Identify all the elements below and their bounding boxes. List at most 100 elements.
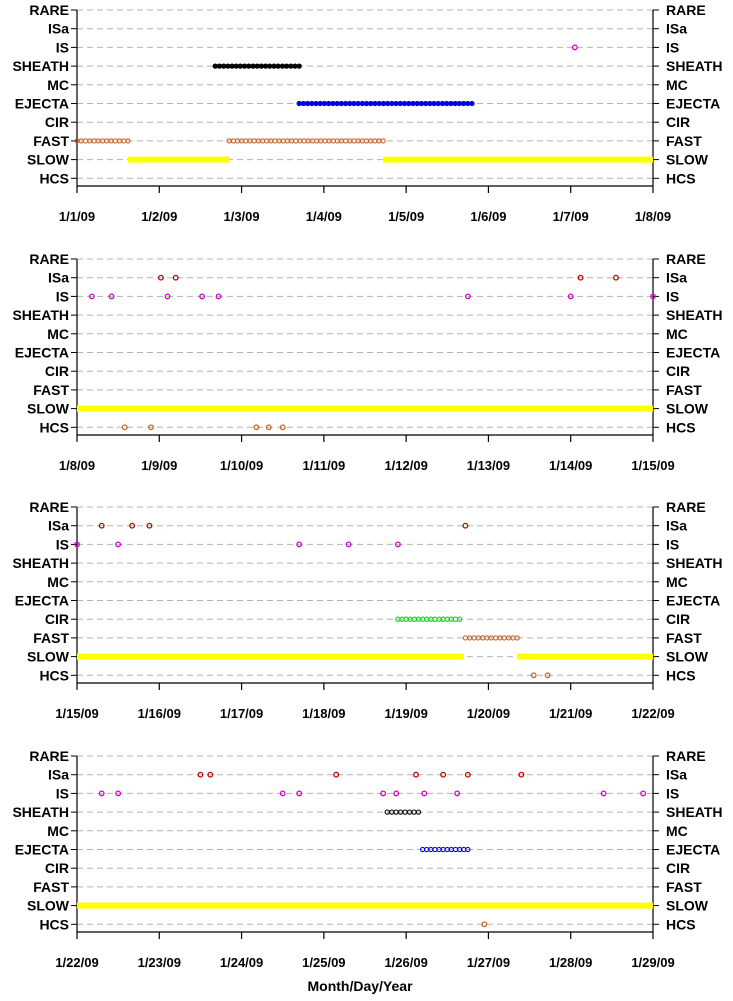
segment-dot xyxy=(220,63,227,69)
point-is xyxy=(421,790,428,797)
category-label-left: HCS xyxy=(39,419,69,435)
segment-dot xyxy=(469,100,475,107)
x-tick-label: 1/3/09 xyxy=(223,209,259,224)
category-label-left: SLOW xyxy=(27,152,70,168)
x-tick-label: 1/16/09 xyxy=(138,706,181,721)
segment-dot xyxy=(444,100,450,107)
category-label-right: EJECTA xyxy=(666,593,720,609)
category-label-left: FAST xyxy=(33,630,69,646)
segment-dot xyxy=(456,100,462,107)
category-label-right: MC xyxy=(666,326,688,342)
segment-slow xyxy=(77,405,653,412)
category-label-right: ISa xyxy=(666,21,687,37)
segment-dot xyxy=(225,63,231,69)
segment-dot xyxy=(313,100,319,107)
point-isa xyxy=(440,771,447,778)
category-label-right: EJECTA xyxy=(666,842,720,858)
segment-dot xyxy=(330,100,336,107)
category-label-left: ISa xyxy=(48,21,69,37)
segment-dot xyxy=(212,63,218,69)
x-tick-label: 1/4/09 xyxy=(306,209,342,224)
segment-dot xyxy=(435,100,441,107)
category-label-right: RARE xyxy=(666,2,706,18)
segment-dot xyxy=(376,100,382,107)
x-tick-label: 1/21/09 xyxy=(549,706,592,721)
segment-dot xyxy=(465,846,471,853)
category-label-right: HCS xyxy=(666,419,696,435)
x-tick-label: 1/19/09 xyxy=(384,706,427,721)
category-label-right: SHEATH xyxy=(666,804,723,820)
category-label-left: FAST xyxy=(33,133,69,149)
x-tick-label: 1/14/09 xyxy=(549,458,592,473)
category-label-right: HCS xyxy=(666,916,696,932)
category-label-right: HCS xyxy=(666,667,696,683)
x-tick-label: 1/18/09 xyxy=(302,706,345,721)
category-label-right: MC xyxy=(666,823,688,839)
category-label-left: RARE xyxy=(29,499,69,515)
segment-dot xyxy=(456,616,463,622)
segment-dot xyxy=(402,809,408,815)
category-label-left: SHEATH xyxy=(12,555,69,571)
x-tick-label: 1/8/09 xyxy=(59,458,95,473)
segment-dot xyxy=(254,63,260,69)
x-tick-label: 1/22/09 xyxy=(55,955,98,970)
segment-dot xyxy=(250,63,256,69)
segment-dot xyxy=(283,63,290,69)
segment-dot xyxy=(410,100,416,107)
point-hcs xyxy=(253,424,260,431)
x-tick-label: 1/12/09 xyxy=(384,458,427,473)
point-is xyxy=(215,293,222,300)
point-is xyxy=(345,541,352,548)
segment-dot xyxy=(351,100,357,107)
point-is xyxy=(393,790,400,797)
segment-dot xyxy=(380,138,386,144)
segment-dot xyxy=(292,63,298,69)
segment-dot xyxy=(300,100,307,107)
category-label-right: FAST xyxy=(666,630,702,646)
segment-dot xyxy=(393,100,399,107)
point-hcs xyxy=(265,424,272,431)
x-tick-label: 1/6/09 xyxy=(470,209,506,224)
point-hcs xyxy=(544,672,551,679)
category-label-right: ISa xyxy=(666,767,687,783)
x-tick-label: 1/9/09 xyxy=(141,458,177,473)
panel-4: RARE RARE ISa ISa IS IS SHEATH SHEATH MC MC EJECTA… xyxy=(12,748,722,970)
category-label-right: FAST xyxy=(666,133,702,149)
point-isa xyxy=(146,522,153,529)
category-label-right: MC xyxy=(666,574,688,590)
category-label-left: SHEATH xyxy=(12,307,69,323)
segment-dot xyxy=(422,100,429,107)
category-label-right: CIR xyxy=(666,860,690,876)
segment-slow xyxy=(77,902,653,909)
category-label-left: CIR xyxy=(45,363,69,379)
x-tick-label: 1/11/09 xyxy=(303,458,346,473)
segment-dot xyxy=(415,809,422,815)
panel-1: RARE RARE ISa ISa IS IS SHEATH SHEATH MC MC EJECTA… xyxy=(12,2,722,224)
category-label-left: EJECTA xyxy=(15,593,69,609)
category-label-right: ISa xyxy=(666,518,687,534)
segment-dot xyxy=(309,100,315,107)
category-label-right: CIR xyxy=(666,611,690,627)
category-label-left: ISa xyxy=(48,518,69,534)
segment-dot xyxy=(439,100,446,107)
category-label-left: CIR xyxy=(45,860,69,876)
category-label-right: CIR xyxy=(666,363,690,379)
x-tick-label: 1/8/09 xyxy=(635,209,671,224)
point-isa xyxy=(333,771,340,778)
segment-dot xyxy=(322,138,328,144)
category-label-right: IS xyxy=(666,785,679,801)
x-tick-label: 1/10/09 xyxy=(220,458,263,473)
segment-fast xyxy=(462,635,520,641)
segment-slow xyxy=(77,653,464,660)
x-tick-label: 1/13/09 xyxy=(467,458,510,473)
segment-dot xyxy=(401,100,408,107)
segment-dot xyxy=(372,100,378,107)
segment-dot xyxy=(347,100,353,107)
segment-dot xyxy=(237,63,244,69)
category-label-left: IS xyxy=(56,785,69,801)
segment-dot xyxy=(359,100,366,107)
point-isa xyxy=(197,771,204,778)
point-is xyxy=(464,293,471,300)
